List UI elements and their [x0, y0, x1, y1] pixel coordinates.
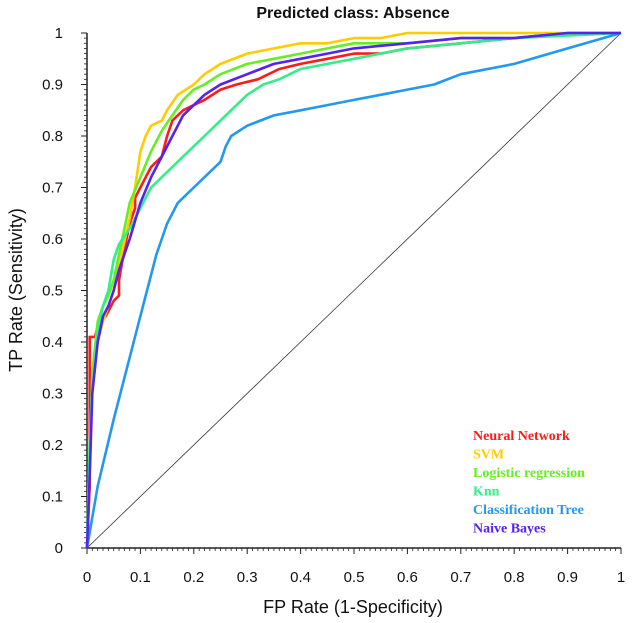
- series-line-naive-bayes: [85, 31, 621, 549]
- y-tick-label: 0.2: [42, 437, 63, 454]
- y-tick-label: 0.4: [42, 334, 63, 351]
- x-tick-label: 0.8: [504, 569, 525, 586]
- y-tick-label: 0.6: [42, 231, 63, 248]
- diagonal-line: [86, 32, 622, 549]
- legend-entry-naive-bayes: Naive Bayes: [473, 522, 546, 537]
- x-tick-label: 1: [617, 569, 625, 586]
- axes: 0 0.1 0.2 0.3 0.4 0.5 0.6 0.7 0.8 0.9 1 0 0.1 0.2 0.3 0…: [42, 25, 625, 586]
- y-axis-label: TP Rate (Sensitivity): [6, 208, 26, 372]
- x-tick-label: 0.6: [397, 569, 418, 586]
- x-tick-label: 0.7: [450, 569, 471, 586]
- series-line-knn: [85, 31, 622, 549]
- x-tick-label: 0.4: [290, 569, 311, 586]
- series-line-classification-tree: [85, 31, 622, 549]
- y-tick-label: 0.3: [42, 386, 63, 403]
- legend-entry-svm: SVM: [473, 448, 504, 463]
- chart-title: Predicted class: Absence: [256, 5, 449, 22]
- y-tick-label: 0: [55, 540, 63, 557]
- legend-entry-classification-tree: Classification Tree: [473, 503, 584, 518]
- y-tick-label: 0.7: [42, 180, 63, 197]
- y-tick-label: 1: [55, 25, 63, 42]
- x-tick-label: 0.1: [130, 569, 151, 586]
- x-axis-label: FP Rate (1-Specificity): [263, 597, 443, 617]
- x-tick-label: 0.3: [237, 569, 258, 586]
- legend-entry-logistic-regression: Logistic regression: [473, 466, 585, 481]
- x-tick-label: 0.2: [183, 569, 204, 586]
- diagonal-reference: [86, 32, 622, 549]
- y-tick-label: 0.9: [42, 77, 63, 94]
- legend-entry-neural-network: Neural Network: [473, 429, 570, 444]
- roc-curves: [85, 31, 622, 549]
- legend-entry-knn: Knn: [473, 485, 500, 500]
- x-tick-label: 0.9: [557, 569, 578, 586]
- x-tick-label: 0: [83, 569, 91, 586]
- y-tick-label: 0.8: [42, 128, 63, 145]
- y-tick-label: 0.5: [42, 283, 63, 300]
- x-tick-label: 0.5: [344, 569, 365, 586]
- y-tick-label: 0.1: [42, 489, 63, 506]
- legend: Neural Network SVM Logistic regression Knn C…: [473, 429, 585, 537]
